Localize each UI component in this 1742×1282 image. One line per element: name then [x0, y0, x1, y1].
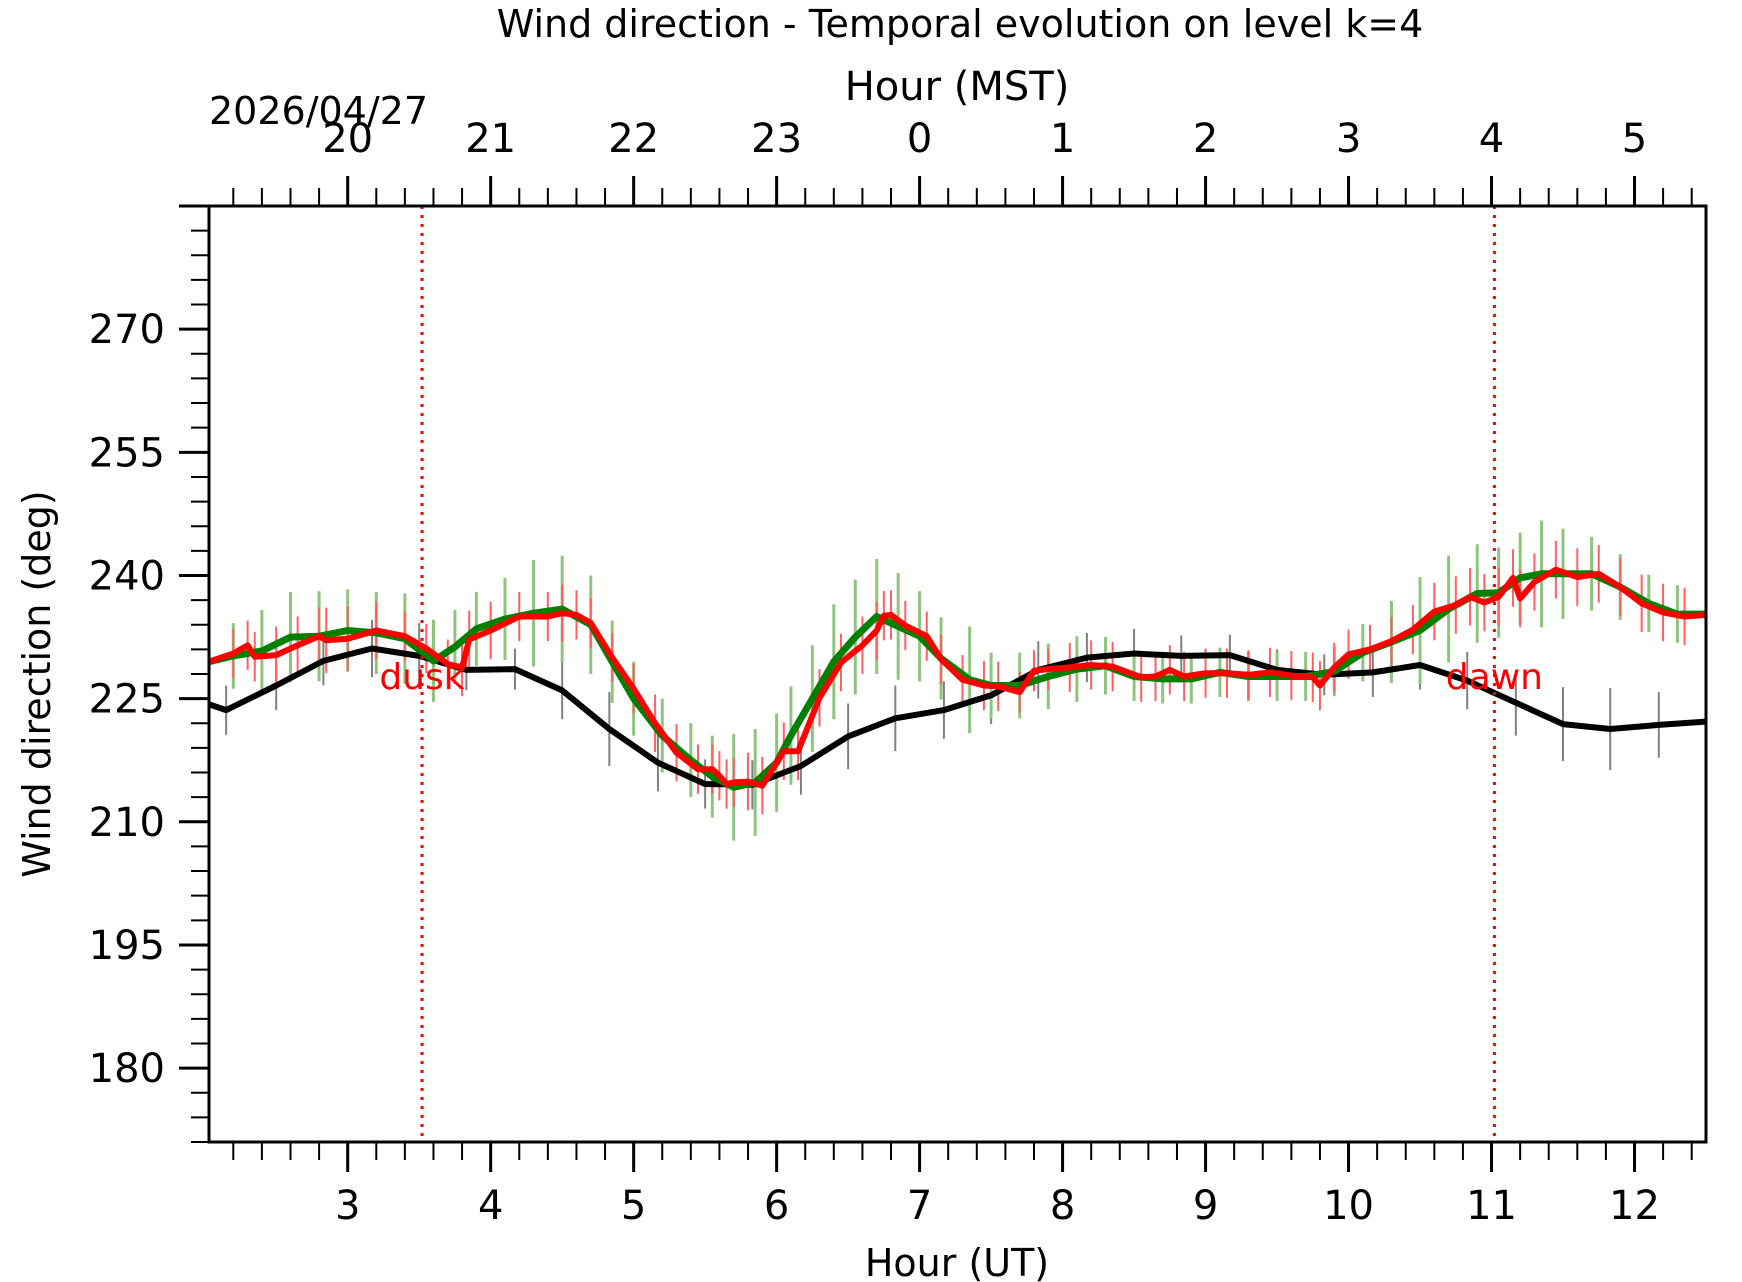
x2-tick-label: 0 — [907, 116, 932, 162]
y-tick-label: 225 — [89, 677, 165, 723]
y-tick-label: 210 — [89, 800, 165, 846]
y-tick-label: 195 — [89, 923, 165, 969]
x2-axis-label: Hour (MST) — [845, 64, 1070, 110]
x-tick-label: 3 — [335, 1183, 360, 1229]
red-series-line — [209, 566, 1706, 789]
x-tick-label: 4 — [478, 1183, 503, 1229]
x2-tick-label: 4 — [1479, 116, 1504, 162]
x-tick-label: 10 — [1323, 1183, 1374, 1229]
y-tick-label: 240 — [89, 553, 165, 599]
x2-tick-label: 22 — [608, 116, 659, 162]
x-tick-label: 11 — [1466, 1183, 1517, 1229]
plot-series-group — [209, 520, 1706, 841]
x2-tick-label: 1 — [1050, 116, 1075, 162]
date-label: 2026/04/27 — [209, 89, 428, 133]
y-tick-label: 270 — [89, 307, 165, 353]
x2-tick-label: 20 — [322, 116, 373, 162]
x2-tick-label: 3 — [1336, 116, 1361, 162]
x-tick-label: 12 — [1609, 1183, 1660, 1229]
chart-title: Wind direction - Temporal evolution on l… — [497, 2, 1424, 46]
x-axis-label: Hour (UT) — [865, 1241, 1049, 1282]
x-tick-label: 6 — [764, 1183, 789, 1229]
y-tick-label: 180 — [89, 1046, 165, 1092]
dawn-marker-label: dawn — [1446, 657, 1543, 698]
x-tick-label: 8 — [1050, 1183, 1075, 1229]
x2-tick-label: 5 — [1622, 116, 1647, 162]
dusk-marker-label: dusk — [379, 657, 464, 698]
y-tick-label: 255 — [89, 430, 165, 476]
x-tick-label: 9 — [1193, 1183, 1218, 1229]
x2-tick-label: 2 — [1193, 116, 1218, 162]
y-axis-label: Wind direction (deg) — [15, 490, 59, 877]
x-tick-label: 5 — [621, 1183, 646, 1229]
x-tick-label: 7 — [907, 1183, 932, 1229]
plot-frame — [207, 204, 1708, 1144]
plot-area: dusk dawn — [209, 206, 1706, 1142]
x2-tick-label: 21 — [465, 116, 516, 162]
x2-tick-label: 23 — [751, 116, 802, 162]
